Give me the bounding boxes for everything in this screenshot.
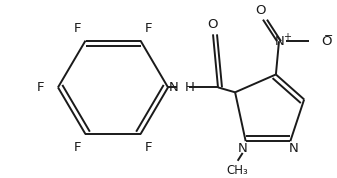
Text: F: F (74, 141, 81, 154)
Text: N: N (288, 143, 298, 156)
Text: F: F (145, 141, 152, 154)
Text: CH₃: CH₃ (227, 164, 249, 177)
Text: H: H (185, 81, 195, 94)
Text: F: F (36, 81, 44, 94)
Text: −: − (324, 31, 334, 41)
Text: N: N (275, 35, 285, 48)
Text: O: O (256, 4, 266, 17)
Text: F: F (74, 22, 81, 35)
Text: O: O (208, 18, 218, 31)
Text: O: O (321, 35, 332, 48)
Text: N: N (168, 81, 178, 94)
Text: N: N (238, 143, 248, 156)
Text: F: F (145, 22, 152, 35)
Text: +: + (283, 32, 291, 42)
